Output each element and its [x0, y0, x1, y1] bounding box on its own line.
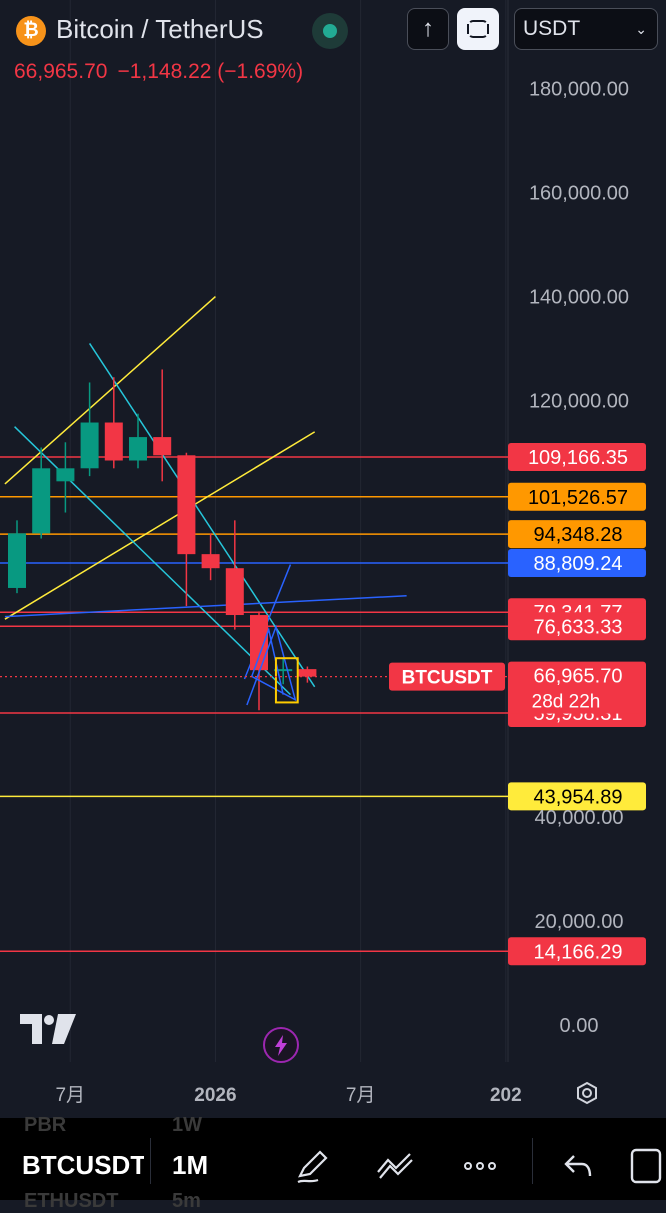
bolt-glyph — [275, 1035, 287, 1056]
countdown-label: 28d 22h — [532, 692, 601, 713]
candle-body — [80, 422, 99, 469]
market-status-icon[interactable] — [312, 13, 348, 49]
lightning-icon[interactable] — [263, 1027, 299, 1063]
tradingview-logo — [20, 1014, 76, 1044]
ghost-interval-above: 1W — [172, 1114, 202, 1136]
ghost-interval-below: 5m — [172, 1190, 201, 1212]
level-label-box — [508, 548, 646, 577]
level-label-box — [508, 612, 646, 641]
price-chart[interactable]: 109,166.35101,526.5794,348.2888,809.2479… — [0, 0, 666, 1118]
more-icon[interactable] — [460, 1146, 500, 1186]
bottom-toolbar — [0, 1118, 666, 1200]
ghost-symbol-below: ETHUSDT — [24, 1190, 119, 1212]
arrow-up-icon: ↑ — [422, 15, 434, 42]
level-label: 109,166.35 — [528, 447, 628, 469]
interval-button[interactable]: 1M — [172, 1150, 209, 1180]
price-change: −1,148.22 (−1.69%) — [117, 60, 304, 83]
last-price-box — [508, 661, 646, 714]
drawing-pen-icon[interactable] — [292, 1146, 332, 1186]
toolbar-divider — [532, 1138, 533, 1184]
status-dot — [323, 24, 337, 38]
bitcoin-icon: ₿ — [16, 16, 46, 46]
trendline — [88, 343, 316, 688]
chart-header: ₿ Bitcoin / TetherUS 66,965.70 −1,148.22 … — [0, 0, 666, 90]
level-label: 76,633.33 — [534, 616, 623, 638]
y-tick-label: 0.00 — [560, 1015, 599, 1037]
level-label: 43,954.89 — [534, 786, 623, 808]
level-label-box — [508, 520, 646, 549]
level-label-box — [508, 482, 646, 511]
currency-value: USDT — [523, 17, 581, 40]
candle-body — [225, 568, 244, 616]
candles — [8, 369, 317, 711]
scale-lock-button[interactable] — [457, 8, 499, 50]
y-tick-label: 180,000.00 — [529, 79, 629, 101]
candle-body — [32, 468, 51, 534]
last-price: 66,965.70 — [14, 60, 108, 83]
last-price-label: 66,965.70 — [534, 666, 623, 688]
candle-body — [104, 422, 123, 461]
trendline — [4, 431, 316, 620]
pattern-drawing — [246, 624, 297, 706]
candle-body — [129, 437, 147, 461]
pattern-overlay: BTCUSDT 66,965.70 28d 22h — [0, 624, 646, 714]
chart-settings-icon[interactable] — [577, 1081, 597, 1105]
symbol-tag-box — [389, 662, 505, 691]
currency-select[interactable]: USDT ⌄ — [514, 8, 658, 50]
trendline — [4, 595, 407, 618]
candle-body — [201, 554, 220, 569]
y-tick-label: 20,000.00 — [535, 911, 624, 933]
symbol-tag: BTCUSDT — [402, 668, 493, 689]
level-label-box — [508, 782, 646, 811]
x-tick-label: 7月 — [346, 1085, 376, 1106]
undo-icon[interactable] — [560, 1146, 600, 1186]
symbol-button[interactable]: BTCUSDT — [22, 1150, 144, 1180]
candle-body — [153, 437, 172, 456]
scale-lock-icon — [467, 20, 489, 38]
x-tick-label: 202 — [490, 1085, 522, 1106]
y-tick-label: 120,000.00 — [529, 391, 629, 413]
window-icon[interactable] — [626, 1146, 666, 1186]
price-summary: 66,965.70 −1,148.22 (−1.69%) — [14, 60, 313, 84]
trendline — [4, 296, 216, 485]
candle-body — [8, 533, 26, 588]
chevron-down-icon: ⌄ — [635, 21, 647, 37]
y-tick-label: 160,000.00 — [529, 183, 629, 205]
candle-body — [177, 455, 196, 555]
symbol-title[interactable]: Bitcoin / TetherUS — [56, 14, 264, 44]
time-axis[interactable]: 7月 2026 7月 202 — [55, 1085, 521, 1106]
candle-body — [56, 468, 75, 482]
level-label: 101,526.57 — [528, 487, 628, 509]
y-tick-label: 140,000.00 — [529, 287, 629, 309]
highlight-box — [274, 657, 299, 704]
trendline — [14, 426, 291, 696]
x-tick-label: 7月 — [55, 1085, 85, 1106]
chart-grid — [69, 0, 509, 1062]
candle-body — [298, 669, 317, 677]
level-label-box — [508, 443, 646, 472]
level-label: 14,166.29 — [534, 941, 623, 963]
candle-body — [274, 669, 293, 672]
price-axis[interactable]: 0.00 20,000.00 40,000.00 120,000.00 140,000.… — [529, 79, 629, 1038]
level-label: 94,348.28 — [534, 524, 623, 546]
toolbar-divider — [150, 1138, 151, 1184]
ghost-symbol-above: PBR — [24, 1114, 67, 1136]
arrow-up-button[interactable]: ↑ — [407, 8, 449, 50]
y-tick-label: 40,000.00 — [535, 807, 624, 829]
level-label: 88,809.24 — [534, 553, 623, 575]
x-tick-label: 2026 — [194, 1085, 236, 1106]
level-label-box — [508, 937, 646, 966]
line-tools-icon[interactable] — [376, 1146, 416, 1186]
candle-body — [250, 615, 268, 671]
